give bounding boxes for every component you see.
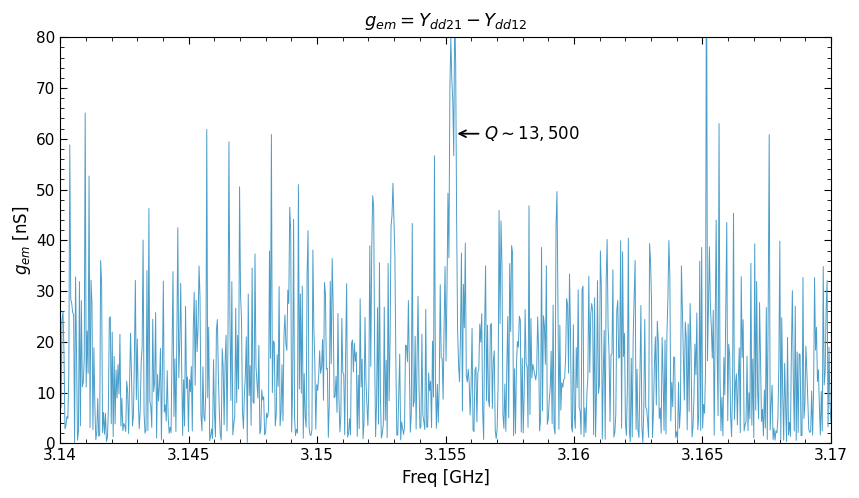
Text: $Q \sim 13,500$: $Q \sim 13,500$ [460,124,580,143]
Y-axis label: $g_{em}$ [nS]: $g_{em}$ [nS] [11,206,34,275]
Title: $g_{em} = Y_{dd21} - Y_{dd12}$: $g_{em} = Y_{dd21} - Y_{dd12}$ [364,11,527,32]
X-axis label: Freq [GHz]: Freq [GHz] [402,469,490,487]
